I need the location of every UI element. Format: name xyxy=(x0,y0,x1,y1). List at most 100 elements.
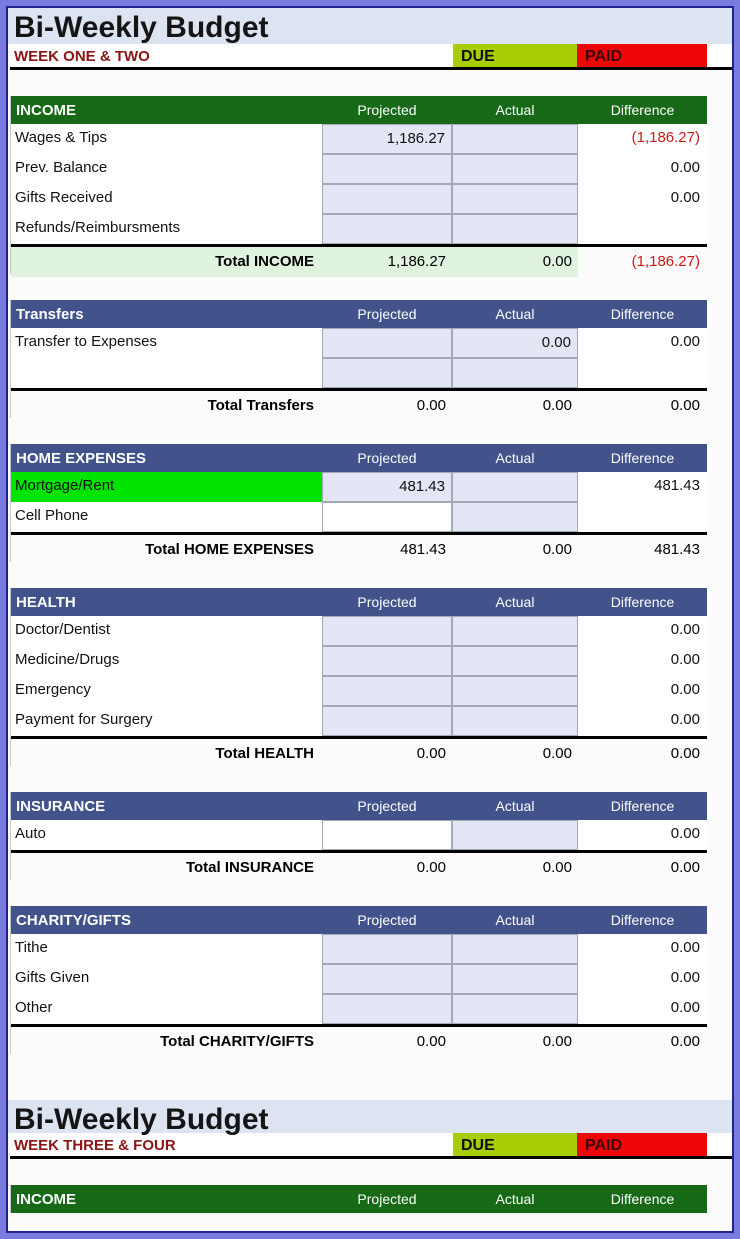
actual-cell[interactable] xyxy=(452,502,578,532)
total-label: Total INSURANCE xyxy=(185,859,314,876)
paid-badge: PAID xyxy=(577,1133,707,1156)
actual-cell[interactable] xyxy=(452,676,578,706)
actual-cell[interactable] xyxy=(452,934,578,964)
column-header-projected: Projected xyxy=(357,912,417,928)
budget-row: Wages & Tips 1,186.27 (1,186.27) xyxy=(11,124,707,154)
projected-cell[interactable] xyxy=(322,328,452,358)
total-actual: 0.00 xyxy=(542,397,572,414)
budget-section: HOME EXPENSES Projected Actual Difference Mo… xyxy=(10,444,707,562)
difference-cell: 0.00 xyxy=(670,825,700,842)
total-actual: 0.00 xyxy=(542,859,572,876)
difference-cell xyxy=(578,214,707,244)
section-title: INCOME xyxy=(16,1190,76,1208)
row-label: Gifts Given xyxy=(15,969,90,986)
page-title-week-one: Bi-Weekly Budget xyxy=(14,11,269,44)
paid-badge: PAID xyxy=(577,44,707,67)
difference-cell: 0.00 xyxy=(670,711,700,728)
due-badge: DUE xyxy=(453,44,577,67)
column-header-difference: Difference xyxy=(610,450,675,466)
actual-cell[interactable] xyxy=(452,154,578,184)
projected-cell[interactable] xyxy=(322,934,452,964)
column-header-difference: Difference xyxy=(610,1191,675,1207)
projected-cell[interactable] xyxy=(322,820,452,850)
total-projected: 0.00 xyxy=(416,1033,446,1050)
difference-cell: (1,186.27) xyxy=(631,129,700,146)
total-projected: 1,186.27 xyxy=(322,247,452,277)
projected-cell[interactable] xyxy=(322,502,452,532)
projected-cell[interactable] xyxy=(322,184,452,214)
projected-cell[interactable] xyxy=(322,994,452,1024)
section-title: INCOME xyxy=(16,101,76,119)
projected-cell[interactable] xyxy=(322,964,452,994)
column-header-actual: Actual xyxy=(495,102,535,118)
budget-row: Payment for Surgery 0.00 xyxy=(11,706,707,736)
section-title: HEALTH xyxy=(16,593,76,611)
row-label xyxy=(11,358,322,388)
sections-week-two: INCOME Projected Actual Difference xyxy=(8,1185,732,1213)
actual-cell[interactable] xyxy=(452,472,578,502)
column-header-difference: Difference xyxy=(610,594,675,610)
actual-cell[interactable] xyxy=(452,646,578,676)
row-label: Wages & Tips xyxy=(15,129,107,146)
budget-row: Medicine/Drugs 0.00 xyxy=(11,646,707,676)
difference-cell: 481.43 xyxy=(654,477,700,494)
projected-cell[interactable]: 1,186.27 xyxy=(322,124,452,154)
week-one-label: WEEK ONE & TWO xyxy=(14,48,150,65)
total-difference: (1,186.27) xyxy=(631,253,700,270)
actual-cell[interactable] xyxy=(452,820,578,850)
projected-cell[interactable]: 481.43 xyxy=(322,472,452,502)
actual-cell[interactable] xyxy=(452,184,578,214)
budget-row: Tithe 0.00 xyxy=(11,934,707,964)
budget-row: Cell Phone xyxy=(11,502,707,532)
row-label: Doctor/Dentist xyxy=(15,621,111,638)
column-header-actual: Actual xyxy=(495,912,535,928)
row-label: Gifts Received xyxy=(15,189,113,206)
actual-cell[interactable]: 0.00 xyxy=(452,328,578,358)
budget-row: Prev. Balance 0.00 xyxy=(11,154,707,184)
budget-section: CHARITY/GIFTS Projected Actual Difference Ti… xyxy=(10,906,707,1054)
actual-cell[interactable] xyxy=(452,616,578,646)
budget-row: Auto 0.00 xyxy=(11,820,707,850)
row-label: Transfer to Expenses xyxy=(15,333,158,350)
column-header-projected: Projected xyxy=(357,306,417,322)
total-row: Total INCOME 1,186.27 0.00 (1,186.27) xyxy=(11,244,707,277)
column-header-projected: Projected xyxy=(357,798,417,814)
total-row: Total HOME EXPENSES 481.43 0.00 481.43 xyxy=(11,532,707,562)
section-title: INSURANCE xyxy=(16,797,106,815)
difference-cell: 0.00 xyxy=(670,651,700,668)
section-title: CHARITY/GIFTS xyxy=(16,911,131,929)
difference-cell: 0.00 xyxy=(670,189,700,206)
actual-cell[interactable] xyxy=(452,706,578,736)
projected-cell[interactable] xyxy=(322,676,452,706)
projected-cell[interactable] xyxy=(322,358,452,388)
projected-cell[interactable] xyxy=(322,706,452,736)
budget-row: Refunds/Reimbursments xyxy=(11,214,707,244)
budget-section: INCOME Projected Actual Difference Wages & T… xyxy=(10,96,707,277)
difference-cell: 0.00 xyxy=(670,681,700,698)
section-header: Transfers Projected Actual Difference xyxy=(11,300,707,328)
budget-row: Gifts Given 0.00 xyxy=(11,964,707,994)
actual-cell[interactable] xyxy=(452,214,578,244)
actual-cell[interactable] xyxy=(452,124,578,154)
column-header-projected: Projected xyxy=(357,450,417,466)
difference-cell xyxy=(578,502,707,532)
week-row-two: WEEK THREE & FOUR DUE PAID xyxy=(10,1133,732,1159)
column-header-difference: Difference xyxy=(610,102,675,118)
budget-row: Transfer to Expenses 0.00 0.00 xyxy=(11,328,707,358)
row-label: Mortgage/Rent xyxy=(11,472,322,502)
projected-cell[interactable] xyxy=(322,154,452,184)
projected-cell[interactable] xyxy=(322,646,452,676)
column-header-actual: Actual xyxy=(495,306,535,322)
week-row-one: WEEK ONE & TWO DUE PAID xyxy=(10,44,732,70)
column-header-actual: Actual xyxy=(495,1191,535,1207)
section-header: HOME EXPENSES Projected Actual Difference xyxy=(11,444,707,472)
budget-section: INSURANCE Projected Actual Difference Auto 0.… xyxy=(10,792,707,880)
actual-cell[interactable] xyxy=(452,994,578,1024)
projected-cell[interactable] xyxy=(322,616,452,646)
budget-row: Other 0.00 xyxy=(11,994,707,1024)
projected-cell[interactable] xyxy=(322,214,452,244)
actual-cell[interactable] xyxy=(452,358,578,388)
actual-cell[interactable] xyxy=(452,964,578,994)
section-header: INCOME Projected Actual Difference xyxy=(11,1185,707,1213)
total-difference: 0.00 xyxy=(670,745,700,762)
